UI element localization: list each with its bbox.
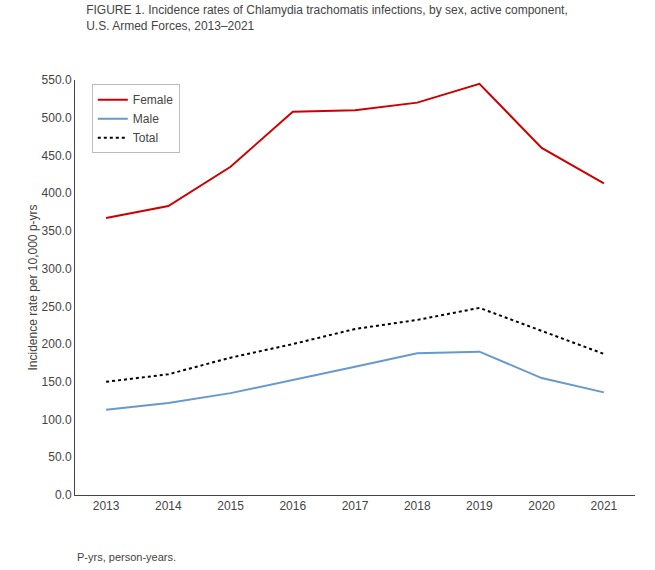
svg-text:Female: Female [133,93,173,107]
svg-text:150.0: 150.0 [42,375,72,389]
svg-text:250.0: 250.0 [42,300,72,314]
svg-text:550.0: 550.0 [42,73,72,87]
svg-text:2018: 2018 [404,499,431,513]
svg-text:400.0: 400.0 [42,186,72,200]
svg-text:2014: 2014 [155,499,182,513]
svg-text:FIGURE 1. Incidence rates of C: FIGURE 1. Incidence rates of Chlamydia t… [86,3,568,33]
svg-text:0.0: 0.0 [55,488,72,502]
svg-text:450.0: 450.0 [42,149,72,163]
svg-text:2016: 2016 [279,499,306,513]
svg-text:200.0: 200.0 [42,337,72,351]
svg-text:2013: 2013 [93,499,120,513]
svg-text:2015: 2015 [217,499,244,513]
svg-text:2019: 2019 [466,499,493,513]
svg-text:100.0: 100.0 [42,413,72,427]
svg-text:P-yrs, person-years.: P-yrs, person-years. [77,551,176,563]
svg-text:Total: Total [133,131,158,145]
svg-text:Male: Male [133,112,159,126]
svg-text:Incidence rate per 10,000 p-yr: Incidence rate per 10,000 p-yrs [26,204,40,370]
svg-text:300.0: 300.0 [42,262,72,276]
svg-text:2021: 2021 [591,499,618,513]
svg-text:350.0: 350.0 [42,224,72,238]
svg-text:500.0: 500.0 [42,111,72,125]
svg-text:2020: 2020 [528,499,555,513]
svg-text:2017: 2017 [342,499,369,513]
svg-text:50.0: 50.0 [48,450,72,464]
